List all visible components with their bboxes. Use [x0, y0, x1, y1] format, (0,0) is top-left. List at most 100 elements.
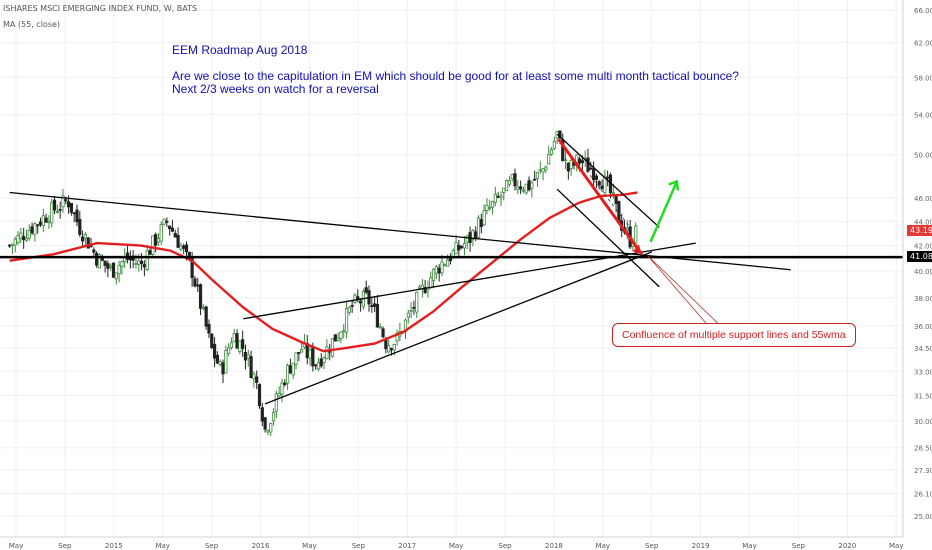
candle-body — [100, 257, 104, 261]
candle-body — [38, 221, 43, 226]
candle-body — [145, 250, 149, 270]
candle-body — [308, 349, 312, 359]
candle-body — [437, 267, 441, 274]
candle-body — [485, 205, 489, 211]
candle-body — [519, 186, 523, 190]
candle-body — [16, 235, 20, 243]
price-tick-label: 31.50 — [914, 393, 932, 401]
candle-body — [151, 235, 155, 255]
candle-body — [114, 272, 118, 280]
candle-body — [496, 195, 500, 198]
price-tick-label: 58.00 — [914, 74, 932, 82]
candle-body — [159, 224, 163, 242]
price-tick-label: 30.00 — [914, 418, 932, 426]
candle-body — [634, 225, 638, 244]
candle-body — [224, 350, 228, 374]
candle-body — [291, 362, 295, 376]
candle-body — [429, 277, 433, 289]
annotation-line-1: Are we close to the capitulation in EM w… — [172, 69, 739, 83]
candle-body — [198, 284, 203, 309]
price-tick-label: 42.00 — [914, 243, 932, 251]
candle-body — [474, 231, 478, 239]
candle-body — [392, 344, 396, 351]
price-tick-label: 40.00 — [914, 268, 932, 276]
candle-body — [170, 227, 175, 232]
candle-body — [586, 157, 590, 172]
candle-body — [274, 393, 278, 412]
time-tick-label: Sep — [352, 542, 366, 550]
candle-body — [246, 354, 250, 359]
time-tick-label: 2018 — [545, 542, 563, 550]
green-arrow-line — [649, 180, 678, 243]
trendline — [556, 188, 660, 288]
candle-body — [184, 244, 189, 253]
candle-body — [294, 352, 298, 366]
candle-body — [266, 430, 270, 433]
candle-body — [462, 243, 467, 249]
candle-body — [64, 199, 68, 202]
time-tick-label: 2016 — [252, 542, 270, 550]
candle-body — [47, 221, 51, 224]
current-price-tag: 43.19 — [907, 225, 932, 237]
candle-body — [154, 234, 158, 246]
candle-body — [471, 230, 475, 240]
price-tick-label: 66.00 — [914, 7, 932, 15]
candle-body — [134, 263, 138, 265]
candle-body — [24, 238, 29, 241]
candle-body — [117, 265, 121, 275]
candle-body — [378, 326, 382, 329]
candle-body — [257, 384, 262, 407]
candle-body — [356, 296, 360, 300]
candle-body — [460, 246, 464, 249]
price-tick-label: 50.00 — [914, 152, 932, 160]
time-tick-label: 2019 — [692, 542, 710, 550]
confluence-callout: Confluence of multiple support lines and… — [612, 323, 856, 347]
time-tick-label: 2020 — [838, 542, 856, 550]
candle-body — [493, 194, 497, 203]
candle-body — [412, 306, 416, 309]
candle-body — [285, 364, 290, 384]
candle-body — [479, 219, 483, 227]
price-tick-label: 46.00 — [914, 195, 932, 203]
candle-body — [148, 250, 152, 255]
time-tick-label: May — [449, 542, 463, 550]
candle-body — [600, 185, 604, 190]
candle-body — [535, 171, 540, 179]
candle-body — [502, 187, 506, 193]
candle-body — [168, 225, 172, 229]
candle-body — [381, 328, 385, 338]
candle-body — [218, 361, 222, 365]
price-tick-label: 25.00 — [914, 513, 932, 521]
candle-body — [482, 210, 486, 226]
callout-pointer — [647, 255, 721, 326]
candle-body — [83, 233, 88, 239]
candle-body — [210, 333, 214, 349]
candle-body — [490, 201, 495, 208]
candle-body — [373, 303, 377, 307]
price-tick-label: 44.00 — [914, 218, 932, 226]
candle-body — [563, 159, 568, 162]
candle-body — [406, 312, 410, 318]
candle-body — [81, 236, 85, 242]
candle-body — [325, 346, 329, 360]
red-arrow-line — [557, 138, 644, 256]
time-tick-label: May — [889, 542, 903, 550]
candle-body — [342, 330, 346, 333]
candle-body — [440, 261, 444, 274]
candle-body — [541, 168, 545, 173]
candle-body — [22, 236, 26, 241]
candle-body — [611, 192, 615, 195]
candle-body — [165, 220, 169, 223]
candle-body — [260, 407, 264, 422]
candle-body — [443, 263, 447, 266]
candle-body — [614, 195, 618, 204]
trendline — [264, 251, 653, 405]
candle-body — [36, 224, 40, 227]
time-tick-label: Sep — [792, 542, 806, 550]
candle-body — [524, 183, 528, 194]
candle-body — [513, 173, 517, 187]
candle-body — [72, 212, 76, 215]
candle-body — [454, 241, 458, 255]
candle-body — [52, 199, 57, 211]
